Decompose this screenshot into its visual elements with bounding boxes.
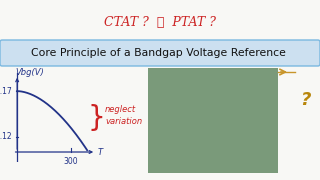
Text: CTAT ?  🤔  PTAT ?: CTAT ? 🤔 PTAT ?	[104, 15, 216, 28]
FancyBboxPatch shape	[148, 68, 278, 173]
Text: ?: ?	[300, 91, 310, 109]
Text: 1.17: 1.17	[0, 87, 12, 96]
Text: 1.12: 1.12	[0, 132, 12, 141]
FancyBboxPatch shape	[0, 40, 320, 66]
Text: variation: variation	[105, 118, 142, 127]
Text: Core Principle of a Bandgap Voltage Reference: Core Principle of a Bandgap Voltage Refe…	[31, 48, 285, 58]
Text: 300: 300	[64, 157, 78, 166]
Text: T: T	[98, 147, 103, 156]
Text: }: }	[87, 104, 105, 132]
Text: Vbg(V): Vbg(V)	[15, 68, 44, 76]
Text: neglect: neglect	[105, 105, 136, 114]
